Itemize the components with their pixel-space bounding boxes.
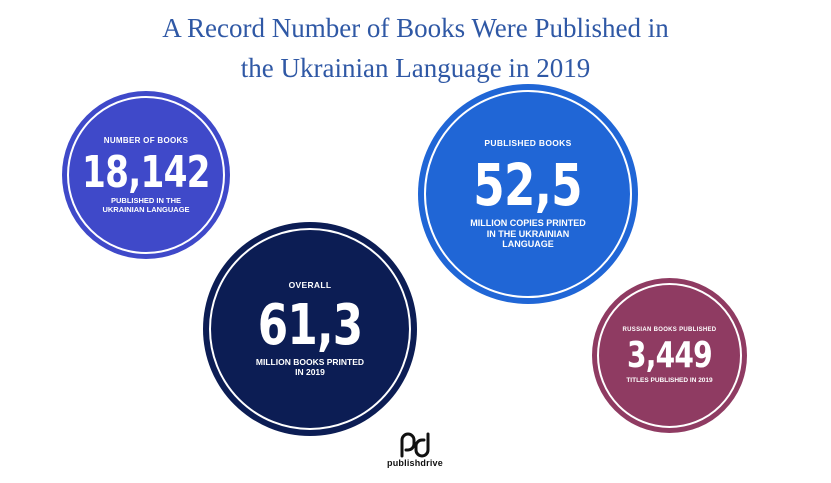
page-title: A Record Number of Books Were Published … <box>0 8 831 88</box>
title-line-1: A Record Number of Books Were Published … <box>162 13 669 43</box>
stat-caption-line-1: PUBLISHED IN THE <box>110 195 181 205</box>
publishdrive-logo-icon <box>400 432 430 458</box>
stat-caption-line-1: MILLION COPIES PRINTED <box>470 218 586 229</box>
stat-value: 18,142 <box>82 146 211 198</box>
stat-circle-published-books: PUBLISHED BOOKS 52,5 MILLION COPIES PRIN… <box>418 84 638 304</box>
stat-value: 52,5 <box>473 151 583 220</box>
stat-value: 3,449 <box>627 334 713 376</box>
publishdrive-logo: publishdrive <box>380 432 450 468</box>
stat-caption-line-2: UKRAINIAN LANGUAGE <box>102 204 190 214</box>
stat-label: PUBLISHED BOOKS <box>484 138 572 149</box>
stat-circle-ring: PUBLISHED BOOKS 52,5 MILLION COPIES PRIN… <box>424 90 632 298</box>
stat-caption-line-1: MILLION BOOKS PRINTED <box>255 357 365 368</box>
stat-caption-line-2: IN THE UKRAINIAN <box>486 228 570 239</box>
stat-caption-line-1: TITLES PUBLISHED IN 2019 <box>626 376 713 384</box>
stat-value: 61,3 <box>257 293 363 359</box>
stat-circle-number-of-books: NUMBER OF BOOKS 18,142 PUBLISHED IN THE … <box>62 91 230 259</box>
logo-text: publishdrive <box>387 458 443 468</box>
title-line-2: the Ukrainian Language in 2019 <box>240 53 591 83</box>
stat-label: OVERALL <box>288 280 332 291</box>
stat-label: NUMBER OF BOOKS <box>103 135 189 145</box>
stat-circle-ring: RUSSIAN BOOKS PUBLISHED 3,449 TITLES PUB… <box>597 283 742 428</box>
stat-circle-ring: NUMBER OF BOOKS 18,142 PUBLISHED IN THE … <box>67 96 225 254</box>
stat-caption-line-3: LANGUAGE <box>502 239 554 250</box>
stat-circle-overall: OVERALL 61,3 MILLION BOOKS PRINTED IN 20… <box>203 222 417 436</box>
stat-circle-russian-books: RUSSIAN BOOKS PUBLISHED 3,449 TITLES PUB… <box>592 278 747 433</box>
stat-label: RUSSIAN BOOKS PUBLISHED <box>622 326 717 333</box>
stat-circle-ring: OVERALL 61,3 MILLION BOOKS PRINTED IN 20… <box>209 228 411 430</box>
stat-caption-line-2: IN 2019 <box>295 367 325 377</box>
